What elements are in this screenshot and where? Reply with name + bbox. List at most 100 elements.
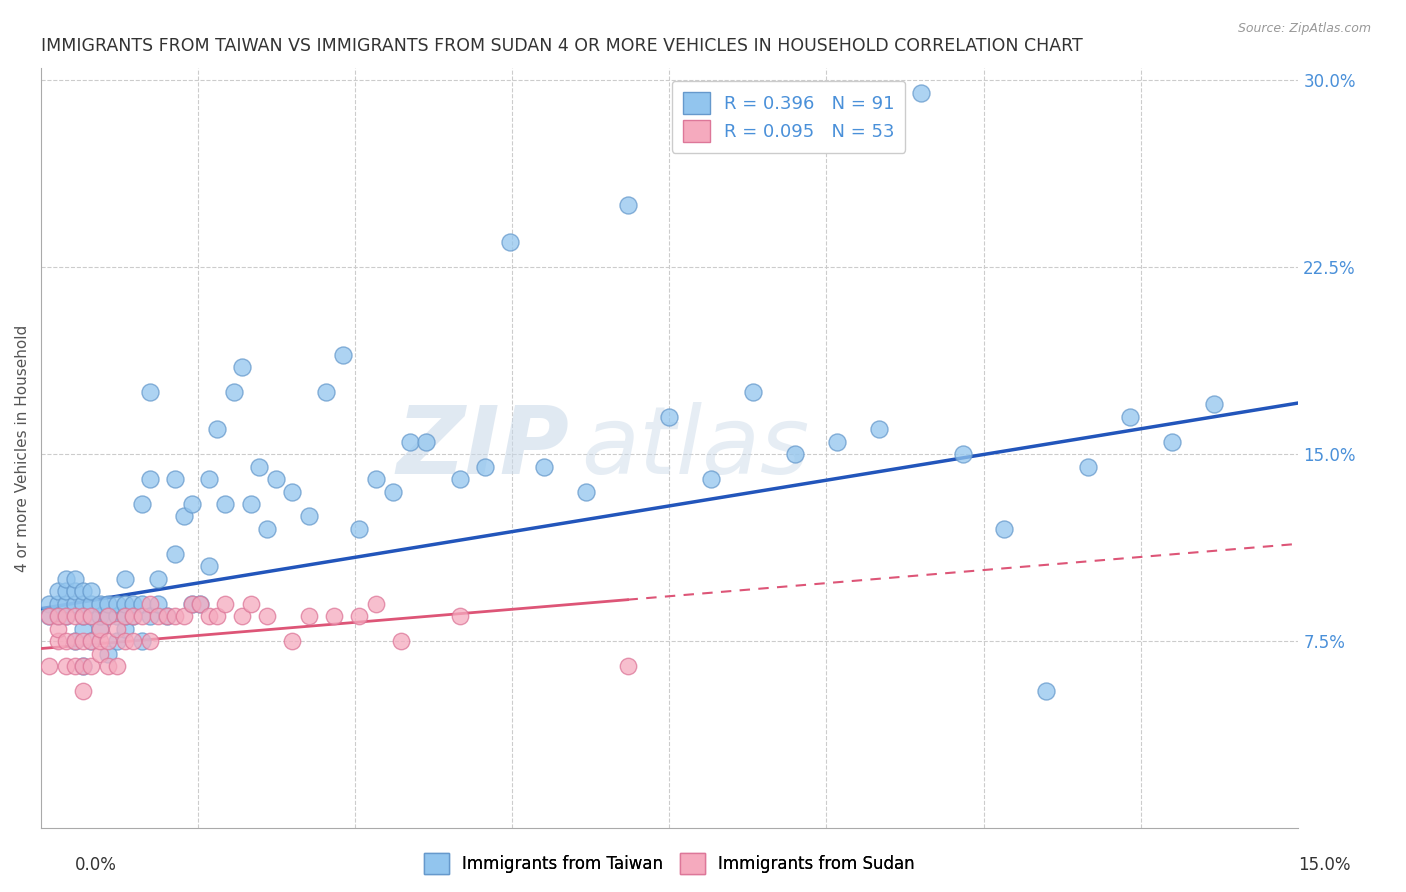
Text: Source: ZipAtlas.com: Source: ZipAtlas.com: [1237, 22, 1371, 36]
Point: [139, 472, 162, 486]
Point: [298, 509, 321, 524]
Point: [139, 384, 162, 399]
Point: [256, 609, 278, 624]
Point: [131, 634, 153, 648]
Point: [281, 484, 304, 499]
Point: [264, 472, 287, 486]
Point: [197, 609, 219, 624]
Point: [188, 597, 211, 611]
Point: [131, 609, 153, 624]
Point: [139, 634, 162, 648]
Point: [63, 584, 86, 599]
Point: [105, 622, 128, 636]
Point: [214, 597, 236, 611]
Point: [173, 609, 195, 624]
Point: [366, 597, 388, 611]
Point: [105, 609, 128, 624]
Point: [222, 384, 245, 399]
Point: [993, 522, 1015, 536]
Point: [156, 609, 179, 624]
Point: [97, 597, 120, 611]
Point: [38, 609, 60, 624]
Point: [105, 597, 128, 611]
Point: [80, 609, 103, 624]
Point: [89, 609, 111, 624]
Text: IMMIGRANTS FROM TAIWAN VS IMMIGRANTS FROM SUDAN 4 OR MORE VEHICLES IN HOUSEHOLD : IMMIGRANTS FROM TAIWAN VS IMMIGRANTS FRO…: [41, 37, 1083, 55]
Point: [214, 497, 236, 511]
Point: [72, 597, 94, 611]
Point: [105, 659, 128, 673]
Point: [658, 409, 681, 424]
Text: 15.0%: 15.0%: [1298, 856, 1351, 874]
Point: [415, 434, 437, 449]
Point: [105, 634, 128, 648]
Point: [1077, 459, 1099, 474]
Legend: Immigrants from Taiwan, Immigrants from Sudan: Immigrants from Taiwan, Immigrants from …: [418, 847, 921, 880]
Point: [131, 497, 153, 511]
Text: 0.0%: 0.0%: [75, 856, 117, 874]
Point: [742, 384, 765, 399]
Point: [63, 572, 86, 586]
Point: [332, 347, 354, 361]
Point: [616, 198, 638, 212]
Point: [46, 584, 69, 599]
Point: [188, 597, 211, 611]
Point: [148, 572, 170, 586]
Point: [63, 634, 86, 648]
Point: [122, 609, 145, 624]
Point: [139, 609, 162, 624]
Point: [114, 634, 136, 648]
Point: [89, 622, 111, 636]
Point: [197, 472, 219, 486]
Point: [63, 609, 86, 624]
Point: [72, 609, 94, 624]
Point: [46, 597, 69, 611]
Point: [38, 659, 60, 673]
Point: [499, 235, 522, 250]
Point: [114, 609, 136, 624]
Point: [63, 634, 86, 648]
Point: [349, 609, 371, 624]
Point: [97, 634, 120, 648]
Point: [1119, 409, 1142, 424]
Point: [72, 684, 94, 698]
Point: [80, 584, 103, 599]
Point: [122, 609, 145, 624]
Point: [825, 434, 848, 449]
Point: [131, 597, 153, 611]
Point: [80, 634, 103, 648]
Point: [46, 609, 69, 624]
Point: [72, 622, 94, 636]
Point: [180, 597, 202, 611]
Point: [256, 522, 278, 536]
Point: [197, 559, 219, 574]
Point: [783, 447, 806, 461]
Point: [165, 472, 187, 486]
Point: [114, 597, 136, 611]
Point: [366, 472, 388, 486]
Point: [72, 659, 94, 673]
Point: [72, 659, 94, 673]
Point: [616, 659, 638, 673]
Point: [80, 597, 103, 611]
Point: [323, 609, 346, 624]
Point: [55, 572, 77, 586]
Point: [55, 609, 77, 624]
Point: [89, 634, 111, 648]
Point: [173, 509, 195, 524]
Point: [63, 659, 86, 673]
Point: [533, 459, 555, 474]
Point: [46, 609, 69, 624]
Point: [389, 634, 412, 648]
Point: [72, 584, 94, 599]
Point: [89, 622, 111, 636]
Point: [72, 634, 94, 648]
Point: [205, 609, 228, 624]
Point: [80, 659, 103, 673]
Point: [97, 609, 120, 624]
Point: [349, 522, 371, 536]
Point: [952, 447, 974, 461]
Point: [97, 609, 120, 624]
Point: [298, 609, 321, 624]
Point: [122, 597, 145, 611]
